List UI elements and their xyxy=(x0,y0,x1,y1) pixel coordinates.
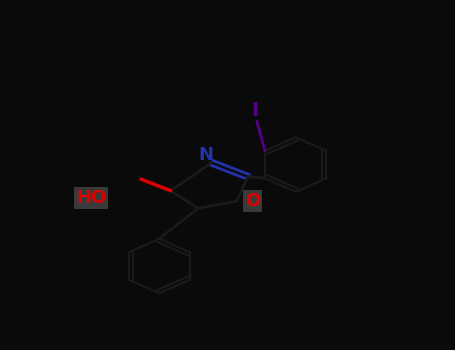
Text: N: N xyxy=(199,146,213,164)
Text: I: I xyxy=(251,101,258,120)
Text: O: O xyxy=(245,192,260,210)
Text: HO: HO xyxy=(76,189,106,207)
